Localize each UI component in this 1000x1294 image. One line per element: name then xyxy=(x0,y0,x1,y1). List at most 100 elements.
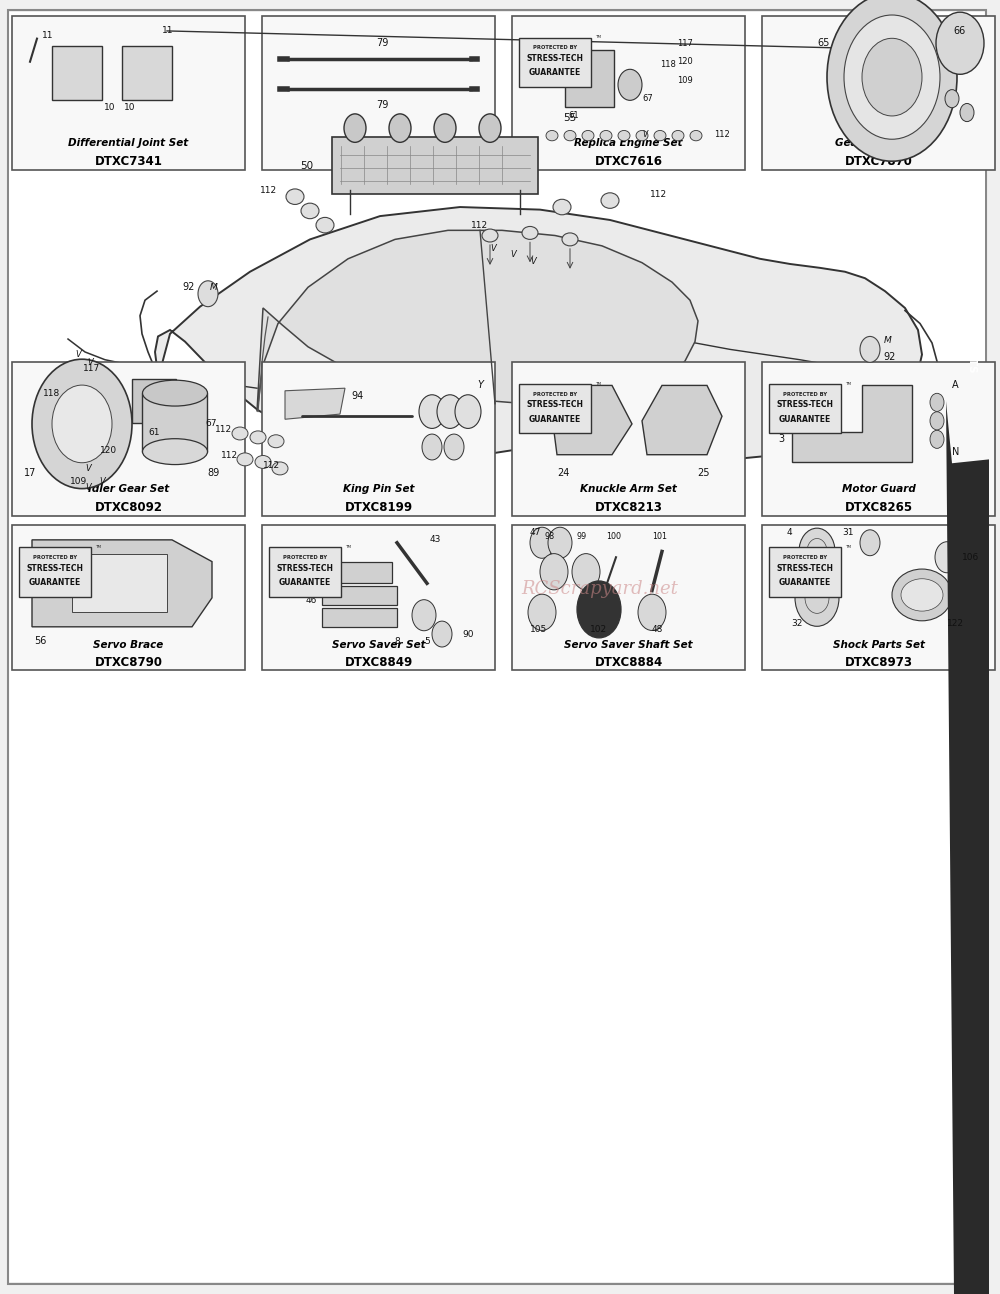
Text: STRESS-TECH: STRESS-TECH xyxy=(26,563,84,572)
Text: Replica Engine Set: Replica Engine Set xyxy=(574,137,683,148)
Bar xyxy=(512,16,745,170)
Text: 112: 112 xyxy=(221,452,238,459)
Text: 3: 3 xyxy=(778,435,784,444)
Ellipse shape xyxy=(562,233,578,246)
Text: DTXC8849: DTXC8849 xyxy=(344,656,413,669)
Circle shape xyxy=(862,39,922,116)
Text: RCScrapyard.net: RCScrapyard.net xyxy=(522,580,678,598)
Text: 102: 102 xyxy=(590,625,608,634)
Text: 120: 120 xyxy=(677,57,693,66)
Text: PROTECTED BY: PROTECTED BY xyxy=(283,555,327,560)
Text: 32: 32 xyxy=(791,620,803,629)
Text: Idler Gear Set: Idler Gear Set xyxy=(88,484,169,494)
Bar xyxy=(12,525,245,670)
Text: PROTECTED BY: PROTECTED BY xyxy=(533,45,577,50)
Text: V: V xyxy=(510,251,516,259)
Text: 94: 94 xyxy=(351,391,363,401)
Ellipse shape xyxy=(553,199,571,215)
Text: DTXC7458: DTXC7458 xyxy=(344,154,413,167)
Text: 61: 61 xyxy=(569,111,579,120)
Text: 118: 118 xyxy=(43,389,60,397)
Text: PROTECTED BY: PROTECTED BY xyxy=(33,555,77,560)
Ellipse shape xyxy=(237,453,253,466)
Text: 5: 5 xyxy=(424,637,430,646)
Bar xyxy=(12,362,245,516)
Circle shape xyxy=(945,89,959,107)
Circle shape xyxy=(432,621,452,647)
Text: 56: 56 xyxy=(34,637,46,646)
Text: STRESS-TECH: STRESS-TECH xyxy=(276,563,334,572)
Text: V: V xyxy=(87,358,93,366)
Text: GUARANTEE: GUARANTEE xyxy=(779,415,831,424)
Text: GUARANTEE: GUARANTEE xyxy=(529,415,581,424)
Circle shape xyxy=(548,527,572,558)
Text: GUARANTEE: GUARANTEE xyxy=(279,578,331,587)
Text: DTXC8265: DTXC8265 xyxy=(844,501,913,514)
Circle shape xyxy=(795,569,839,626)
Circle shape xyxy=(935,542,959,573)
Text: DTXC8884: DTXC8884 xyxy=(594,656,663,669)
Text: 8: 8 xyxy=(394,637,400,646)
Text: DTXC7341: DTXC7341 xyxy=(95,154,162,167)
Text: Servo Saver Set: Servo Saver Set xyxy=(332,641,425,650)
Circle shape xyxy=(444,433,464,459)
Circle shape xyxy=(528,594,556,630)
Ellipse shape xyxy=(316,217,334,233)
Ellipse shape xyxy=(892,569,952,621)
Text: Knuckle Arm Set: Knuckle Arm Set xyxy=(580,484,677,494)
Text: 122: 122 xyxy=(947,620,964,629)
Text: 79: 79 xyxy=(376,39,388,48)
Text: 10: 10 xyxy=(124,104,136,113)
Bar xyxy=(762,362,995,516)
Bar xyxy=(19,547,91,597)
Ellipse shape xyxy=(286,189,304,204)
Circle shape xyxy=(422,433,442,459)
Ellipse shape xyxy=(601,193,619,208)
Text: PROTECTED BY: PROTECTED BY xyxy=(783,392,827,397)
Bar xyxy=(9,170,985,362)
Circle shape xyxy=(412,599,436,630)
Bar xyxy=(512,362,745,516)
Text: STRESS-TECH: STRESS-TECH xyxy=(526,53,584,62)
Polygon shape xyxy=(327,562,392,584)
Polygon shape xyxy=(62,370,82,388)
Circle shape xyxy=(844,16,940,140)
Bar xyxy=(262,362,495,516)
Bar xyxy=(519,384,591,433)
Text: DTXC8199: DTXC8199 xyxy=(344,501,413,514)
Ellipse shape xyxy=(600,131,612,141)
Circle shape xyxy=(198,281,218,307)
Text: 106: 106 xyxy=(962,553,979,562)
Text: 65: 65 xyxy=(817,39,829,48)
Ellipse shape xyxy=(301,203,319,219)
Text: 109: 109 xyxy=(70,477,87,485)
Text: TM: TM xyxy=(845,545,851,549)
FancyBboxPatch shape xyxy=(132,379,176,423)
Polygon shape xyxy=(122,47,172,100)
Text: Dogbone Set: Dogbone Set xyxy=(341,137,416,148)
Text: Motor Guard: Motor Guard xyxy=(842,484,915,494)
Bar xyxy=(12,16,245,170)
Polygon shape xyxy=(285,388,345,419)
Text: 112: 112 xyxy=(471,221,488,229)
Text: 98: 98 xyxy=(545,532,555,541)
Text: Servo Saver Shaft Set: Servo Saver Shaft Set xyxy=(564,641,693,650)
Text: 43: 43 xyxy=(430,536,441,545)
Text: 105: 105 xyxy=(530,625,547,634)
Circle shape xyxy=(799,528,835,575)
Circle shape xyxy=(936,12,984,74)
Text: 89: 89 xyxy=(207,468,219,479)
Text: TM: TM xyxy=(95,545,101,549)
Text: DTXC8213: DTXC8213 xyxy=(595,501,662,514)
Text: V: V xyxy=(530,258,536,265)
Text: 46: 46 xyxy=(306,597,317,606)
Ellipse shape xyxy=(482,229,498,242)
Text: 66: 66 xyxy=(954,26,966,36)
Text: A: A xyxy=(952,380,959,391)
Ellipse shape xyxy=(268,435,284,448)
Text: Gear Cover Set: Gear Cover Set xyxy=(835,137,923,148)
Text: V: V xyxy=(85,465,91,472)
Circle shape xyxy=(827,0,957,162)
Text: 24: 24 xyxy=(557,468,569,479)
Bar xyxy=(519,38,591,87)
